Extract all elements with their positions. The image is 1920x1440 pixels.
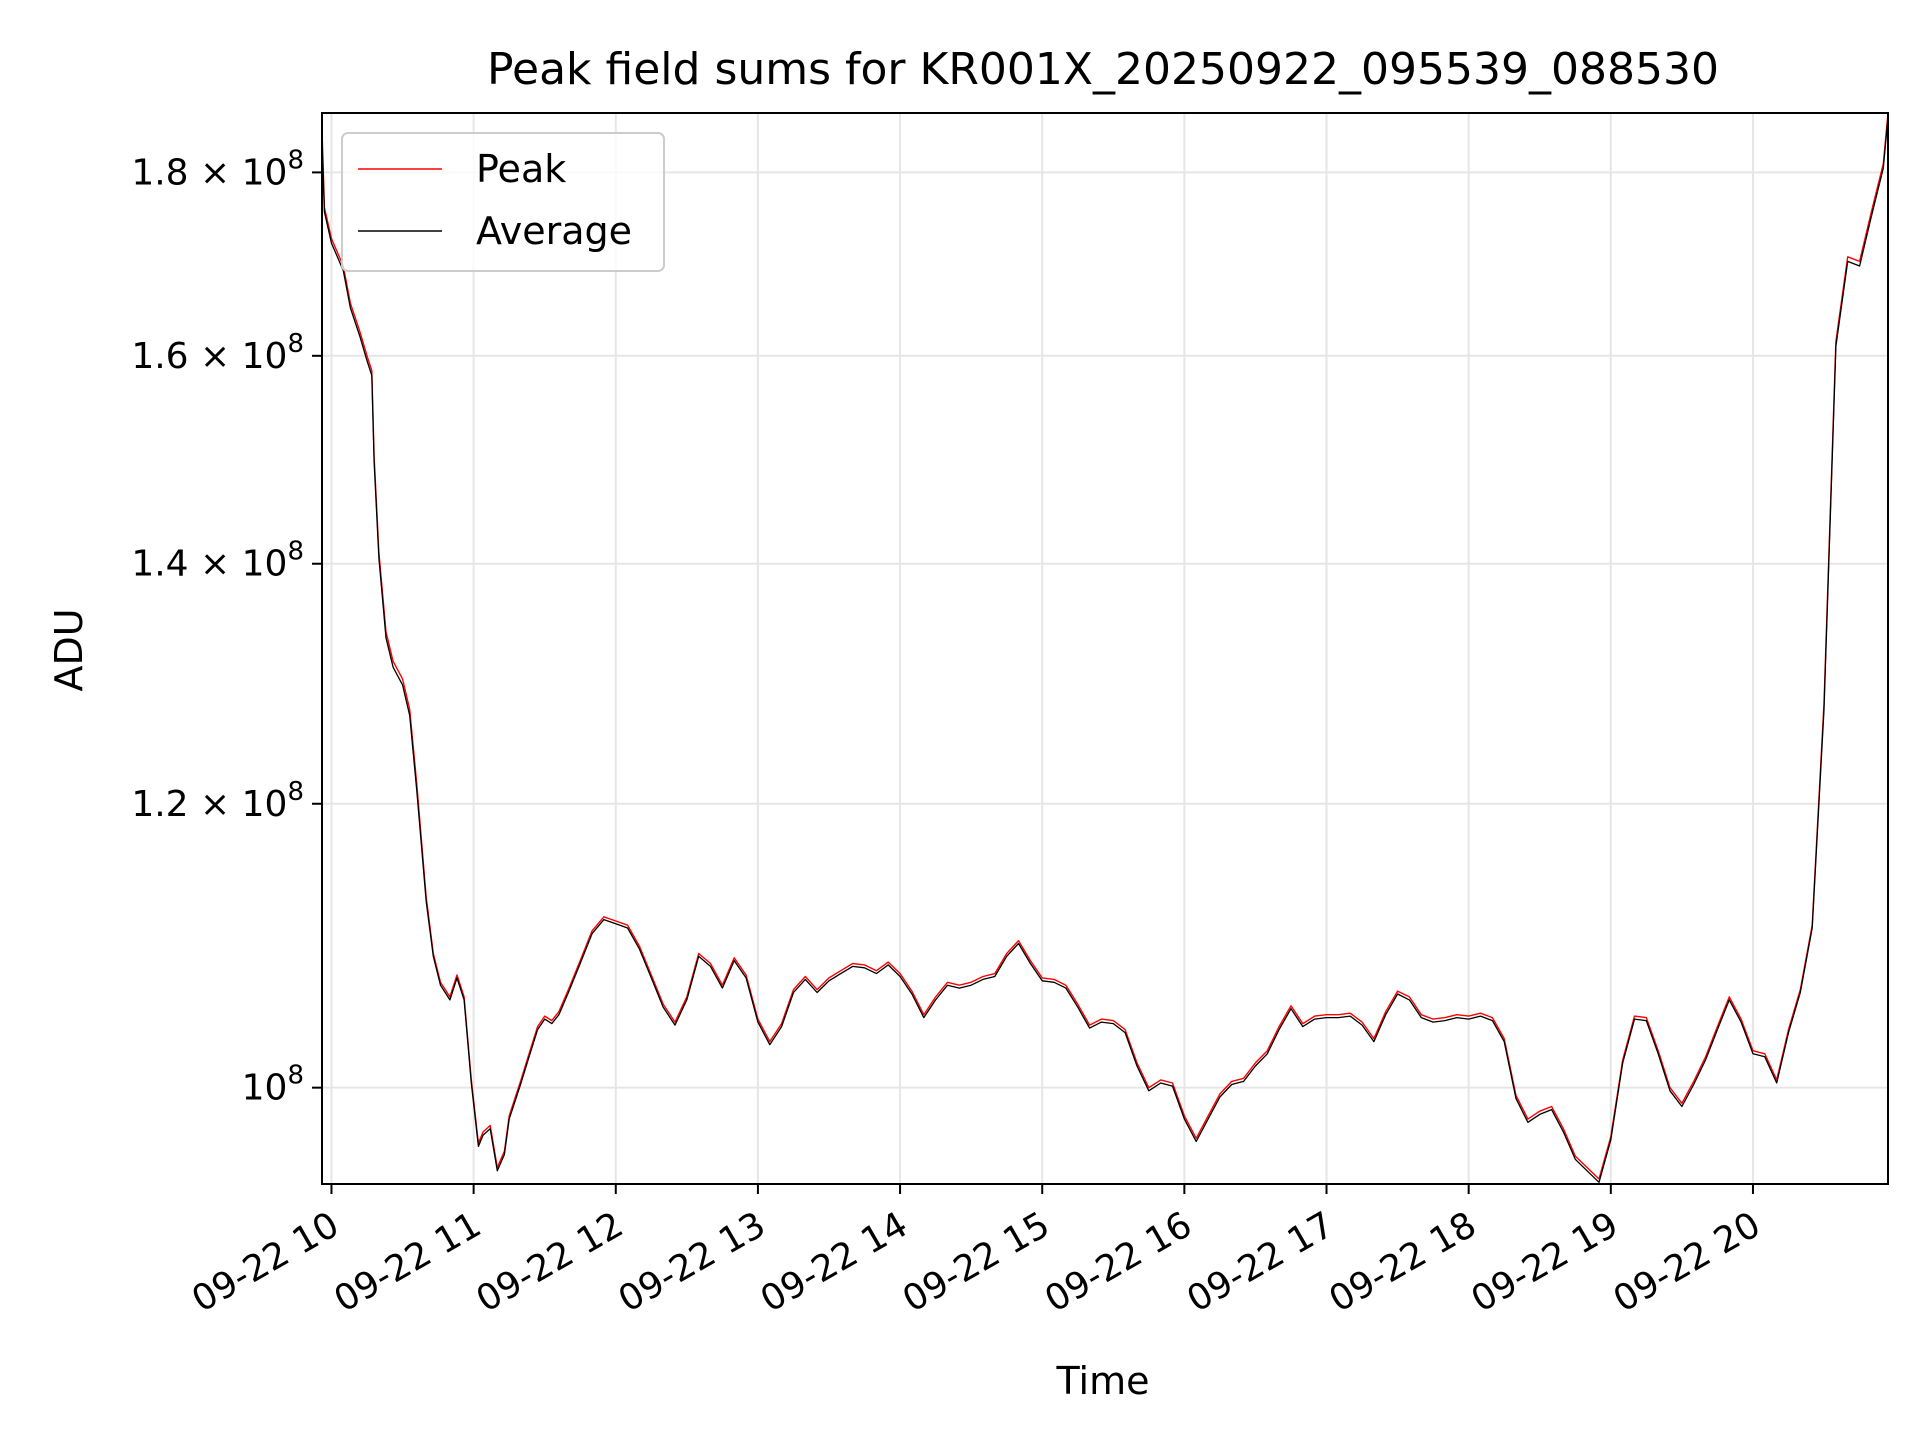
y-tick-label: 108 xyxy=(242,1061,304,1109)
series-line-average xyxy=(321,117,1889,1183)
legend-label-peak: Peak xyxy=(476,147,566,191)
y-tick-label: 1.4 × 108 xyxy=(131,537,304,585)
y-tick-label: 1.6 × 108 xyxy=(131,329,304,377)
chart-title: Peak field sums for KR001X_20250922_0955… xyxy=(487,44,1719,95)
axes-frame xyxy=(321,112,1889,1185)
grid xyxy=(322,113,1888,1184)
y-tick-label: 1.8 × 108 xyxy=(131,145,304,193)
legend: Peak Average xyxy=(341,132,665,272)
y-axis: 108 1.2 × 108 1.4 × 108 1.6 × 108 1.8 × 108 xyxy=(131,145,322,1109)
plot-area xyxy=(321,112,1889,1183)
y-axis-label: ADU xyxy=(47,608,91,691)
y-tick-label: 1.2 × 108 xyxy=(131,777,304,825)
legend-label-average: Average xyxy=(476,209,632,253)
x-axis-label: Time xyxy=(1056,1359,1150,1403)
legend-box xyxy=(341,132,665,272)
